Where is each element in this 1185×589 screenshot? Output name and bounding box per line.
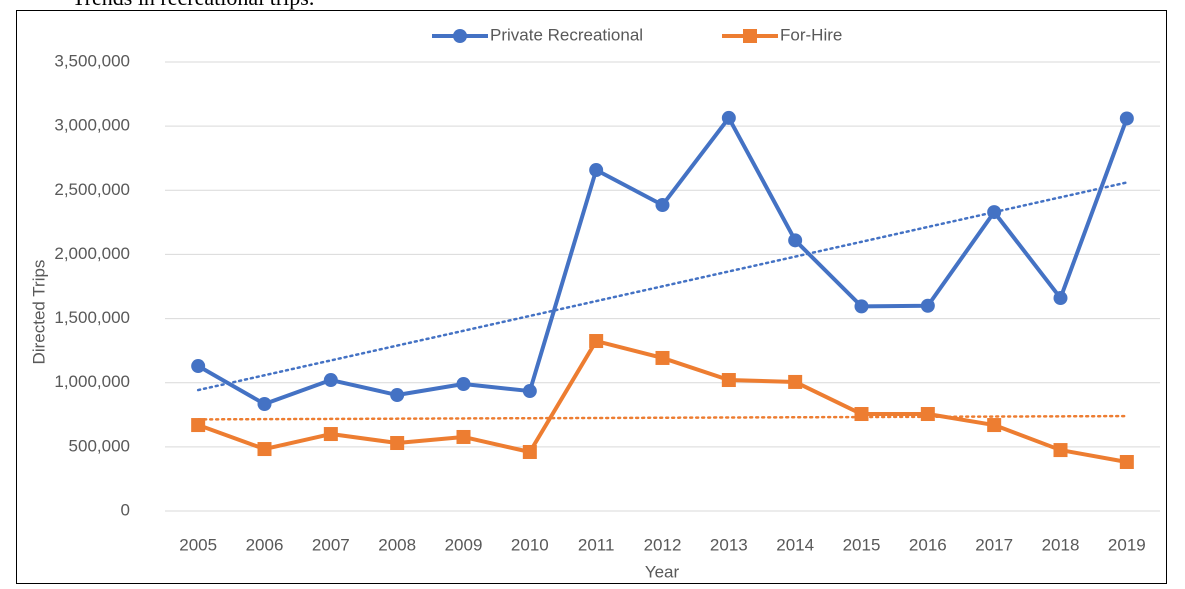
x-tick-label: 2008 <box>378 535 416 554</box>
x-tick-label: 2011 <box>578 535 615 554</box>
x-tick-label: 2018 <box>1042 535 1080 554</box>
marker <box>191 359 206 374</box>
marker <box>257 442 272 457</box>
x-tick-label: 2019 <box>1108 535 1146 554</box>
y-tick-label: 2,000,000 <box>54 244 130 263</box>
marker <box>987 418 1002 433</box>
chart-border <box>16 10 1167 584</box>
x-tick-label: 2005 <box>179 535 217 554</box>
x-tick-label: 2010 <box>511 535 549 554</box>
trendline <box>196 181 1129 392</box>
legend-label: Private Recreational <box>490 25 643 44</box>
marker <box>1119 454 1134 469</box>
y-tick-label: 3,500,000 <box>54 51 130 70</box>
legend-marker <box>743 29 757 43</box>
marker <box>589 334 604 349</box>
marker <box>390 388 405 403</box>
marker <box>854 299 869 314</box>
marker <box>1119 111 1134 126</box>
marker <box>323 427 338 442</box>
marker <box>456 429 471 444</box>
marker <box>522 444 537 459</box>
x-tick-label: 2006 <box>246 535 284 554</box>
x-tick-label: 2012 <box>644 535 682 554</box>
marker <box>1053 443 1068 458</box>
x-tick-label: 2007 <box>312 535 350 554</box>
y-tick-label: 3,000,000 <box>54 116 130 135</box>
trendline <box>196 414 1129 421</box>
marker <box>655 350 670 365</box>
y-tick-label: 1,500,000 <box>54 308 130 327</box>
marker <box>191 418 206 433</box>
y-tick-label: 0 <box>121 500 130 519</box>
marker <box>589 163 604 178</box>
marker <box>854 407 869 422</box>
marker <box>920 298 935 313</box>
y-axis-label: Directed Trips <box>29 260 48 365</box>
marker <box>987 205 1002 220</box>
y-tick-label: 500,000 <box>69 436 130 455</box>
x-tick-label: 2013 <box>710 535 748 554</box>
marker <box>655 198 670 213</box>
marker <box>522 384 537 399</box>
marker <box>788 374 803 389</box>
x-tick-label: 2017 <box>975 535 1013 554</box>
marker <box>1053 291 1068 306</box>
marker <box>257 397 272 412</box>
marker <box>721 373 736 388</box>
y-tick-label: 1,000,000 <box>54 372 130 391</box>
legend-label: For-Hire <box>780 25 842 44</box>
x-tick-label: 2015 <box>843 535 881 554</box>
marker <box>456 376 471 391</box>
caption: Trends in recreational trips. <box>72 0 314 10</box>
marker <box>323 373 338 388</box>
legend-marker <box>453 29 467 43</box>
x-tick-label: 2014 <box>776 535 814 554</box>
marker <box>920 407 935 422</box>
y-tick-label: 2,500,000 <box>54 180 130 199</box>
marker <box>390 436 405 451</box>
x-axis-label: Year <box>645 562 680 581</box>
x-tick-label: 2016 <box>909 535 947 554</box>
x-tick-label: 2009 <box>445 535 483 554</box>
marker <box>788 233 803 248</box>
marker <box>721 110 736 125</box>
